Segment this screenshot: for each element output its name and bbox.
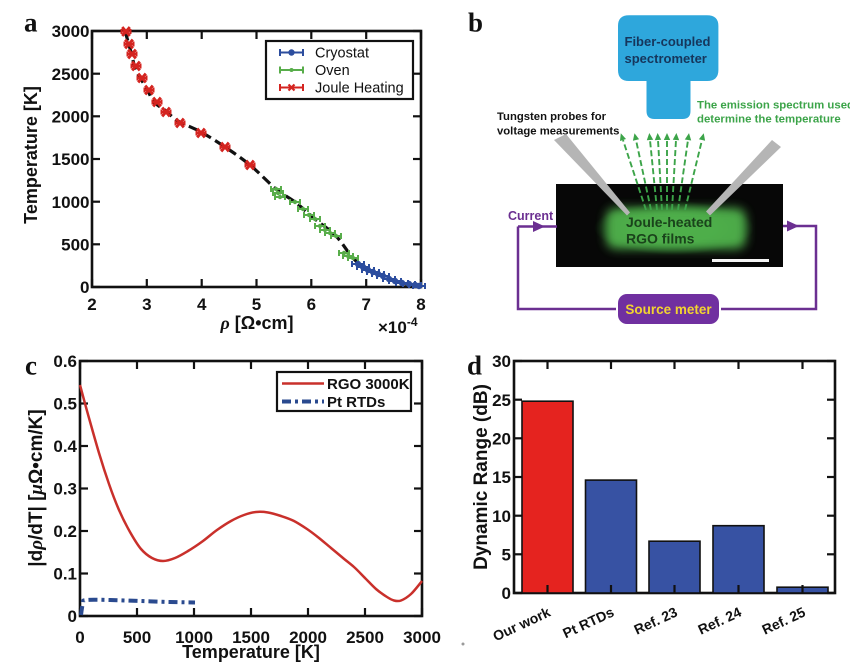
svg-text:Fiber-coupled: Fiber-coupled xyxy=(625,34,711,49)
svg-text:ρ [Ω•cm]: ρ [Ω•cm] xyxy=(219,313,293,333)
svg-text:1500: 1500 xyxy=(52,150,90,169)
svg-text:4: 4 xyxy=(197,295,207,314)
svg-text:2000: 2000 xyxy=(52,108,90,127)
svg-text:spectrometer: spectrometer xyxy=(625,51,707,66)
svg-text:25: 25 xyxy=(492,391,511,410)
svg-text:Source meter: Source meter xyxy=(625,302,712,317)
svg-text:0: 0 xyxy=(502,584,511,603)
svg-text:Ref. 24: Ref. 24 xyxy=(695,604,744,638)
svg-text:0: 0 xyxy=(75,628,84,647)
svg-text:RGO films: RGO films xyxy=(626,231,695,247)
svg-text:7: 7 xyxy=(361,295,370,314)
svg-text:0: 0 xyxy=(80,278,89,297)
svg-text:Temperature [K]: Temperature [K] xyxy=(182,642,320,662)
svg-text:0.4: 0.4 xyxy=(53,437,77,456)
svg-text:Our work: Our work xyxy=(490,604,553,645)
svg-text:3000: 3000 xyxy=(52,22,90,41)
svg-text:Pt RTDs: Pt RTDs xyxy=(560,604,616,642)
svg-text:500: 500 xyxy=(123,628,151,647)
svg-text:500: 500 xyxy=(61,236,89,255)
svg-text:Temperature [K]: Temperature [K] xyxy=(21,86,41,224)
svg-text:0.5: 0.5 xyxy=(53,395,77,414)
svg-text:6: 6 xyxy=(307,295,316,314)
svg-text:×10-4: ×10-4 xyxy=(378,315,418,337)
svg-text:Tungsten probes for: Tungsten probes for xyxy=(497,111,607,123)
svg-text:8: 8 xyxy=(416,295,425,314)
svg-text:1000: 1000 xyxy=(175,628,213,647)
svg-text:5: 5 xyxy=(502,546,511,565)
svg-text:Cryostat: Cryostat xyxy=(315,46,369,62)
svg-text:RGO 3000K: RGO 3000K xyxy=(327,376,410,393)
svg-text:20: 20 xyxy=(492,430,511,449)
svg-text:Ref. 25: Ref. 25 xyxy=(759,604,808,638)
svg-text:Joule Heating: Joule Heating xyxy=(315,81,404,97)
svg-text:|dρ/dT| [μΩ•cm/K]: |dρ/dT| [μΩ•cm/K] xyxy=(26,409,47,566)
svg-text:15: 15 xyxy=(492,468,511,487)
svg-text:5: 5 xyxy=(252,295,261,314)
svg-text:Oven: Oven xyxy=(315,63,350,79)
svg-text:0.6: 0.6 xyxy=(53,352,77,371)
svg-text:2500: 2500 xyxy=(346,628,384,647)
svg-text:Dynamic Range (dB): Dynamic Range (dB) xyxy=(471,384,492,570)
svg-text:2000: 2000 xyxy=(289,628,327,647)
svg-text:0.2: 0.2 xyxy=(53,522,77,541)
svg-text:a: a xyxy=(24,8,38,38)
svg-text:c: c xyxy=(25,351,37,381)
svg-text:0.3: 0.3 xyxy=(53,480,77,499)
svg-text:3: 3 xyxy=(142,295,151,314)
svg-text:b: b xyxy=(468,8,483,38)
svg-text:1000: 1000 xyxy=(52,193,90,212)
svg-text:0.1: 0.1 xyxy=(53,565,77,584)
svg-text:Ref. 23: Ref. 23 xyxy=(631,604,680,638)
svg-text:determine the temperature: determine the temperature xyxy=(697,114,841,126)
svg-text:2500: 2500 xyxy=(52,65,90,84)
svg-text:0: 0 xyxy=(68,607,77,626)
svg-text:Current: Current xyxy=(508,209,554,223)
svg-text:1500: 1500 xyxy=(232,628,270,647)
svg-text:d: d xyxy=(467,351,482,381)
svg-text:30: 30 xyxy=(492,352,511,371)
svg-text:voltage measurements: voltage measurements xyxy=(497,126,619,138)
svg-text:3000: 3000 xyxy=(403,628,441,647)
svg-text:10: 10 xyxy=(492,507,511,526)
svg-text:2: 2 xyxy=(87,295,96,314)
svg-text:Pt RTDs: Pt RTDs xyxy=(327,394,385,411)
svg-text:Joule-heated: Joule-heated xyxy=(626,214,712,230)
